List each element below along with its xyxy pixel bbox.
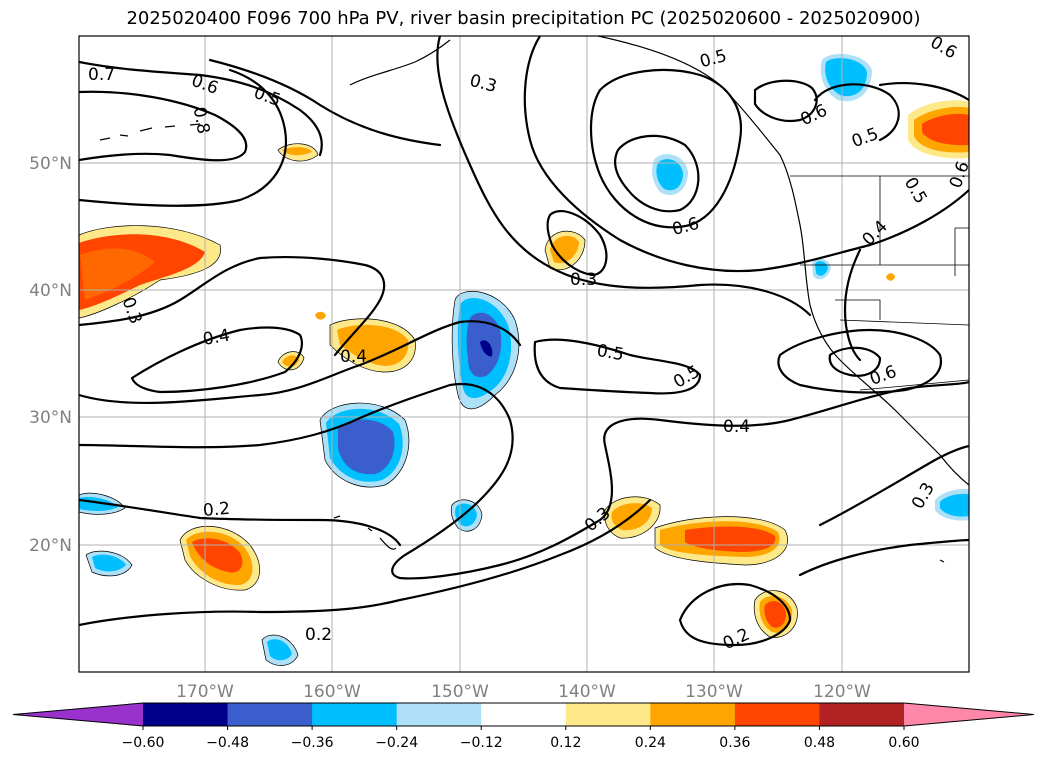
colorbar-segment [143, 703, 229, 726]
colorbar-tick-label: 0.12 [550, 735, 581, 751]
political-borders [790, 175, 969, 391]
colorbar-tick-label: −0.60 [122, 735, 165, 751]
colorbar-extend-low [13, 703, 143, 726]
contour-label: 0.4 [340, 347, 367, 367]
shading-outlines [79, 143, 798, 666]
lat-label: 40°N [29, 281, 72, 301]
colorbar-tick-label: 0.36 [719, 735, 750, 751]
contour-label: 0.2 [305, 625, 332, 645]
lon-label: 170°W [176, 682, 234, 702]
contour-label: 0.6 [946, 159, 974, 191]
pv-contours [79, 36, 969, 647]
latitude-labels: 50°N 40°N 30°N 20°N [29, 154, 72, 556]
lon-label: 120°W [813, 682, 871, 702]
contour-label: 0.5 [595, 341, 625, 365]
contour-label: 0.4 [723, 417, 750, 437]
colorbar: −0.60 −0.48 −0.36 −0.24 −0.12 0.12 0.24 0.36 0.4… [12, 702, 1035, 751]
positive-anomaly-areas [79, 100, 969, 638]
lat-label: 20°N [29, 536, 72, 556]
colorbar-segment [481, 703, 567, 726]
negative-anomaly-areas [79, 54, 969, 666]
map-frame [78, 35, 970, 673]
colorbar-tick-label: 0.24 [635, 735, 666, 751]
longitude-labels: 170°W 160°W 150°W 140°W 130°W 120°W [176, 682, 871, 702]
colorbar-segment [227, 703, 313, 726]
colorbar-segment [734, 703, 820, 726]
colorbar-segment [396, 703, 482, 726]
colorbar-tick-label: −0.36 [291, 735, 334, 751]
map-title: 2025020400 F096 700 hPa PV, river basin … [126, 8, 921, 29]
colorbar-tick-label: 0.48 [804, 735, 835, 751]
colorbar-extend-high [904, 703, 1034, 726]
graticule [79, 36, 969, 672]
colorbar-segment [312, 703, 398, 726]
colorbar-tick-label: −0.48 [206, 735, 249, 751]
lon-label: 160°W [303, 682, 361, 702]
lon-label: 140°W [558, 682, 616, 702]
colorbar-segment [819, 703, 905, 726]
contour-label: 0.4 [201, 326, 231, 350]
colorbar-segment [565, 703, 651, 726]
contour-label: 0.8 [189, 105, 213, 135]
colorbar-tick-label: 0.60 [888, 735, 919, 751]
lon-label: 150°W [431, 682, 489, 702]
colorbar-tick-label: −0.24 [375, 735, 418, 751]
colorbar-segment [650, 703, 736, 726]
lat-label: 50°N [29, 154, 72, 174]
colorbar-tick-label: −0.12 [460, 735, 503, 751]
lat-label: 30°N [29, 408, 72, 428]
contour-label: 0.7 [88, 65, 115, 85]
contour-label: 0.2 [202, 499, 231, 521]
contour-label: 0.3 [570, 270, 597, 290]
lon-label: 130°W [685, 682, 743, 702]
